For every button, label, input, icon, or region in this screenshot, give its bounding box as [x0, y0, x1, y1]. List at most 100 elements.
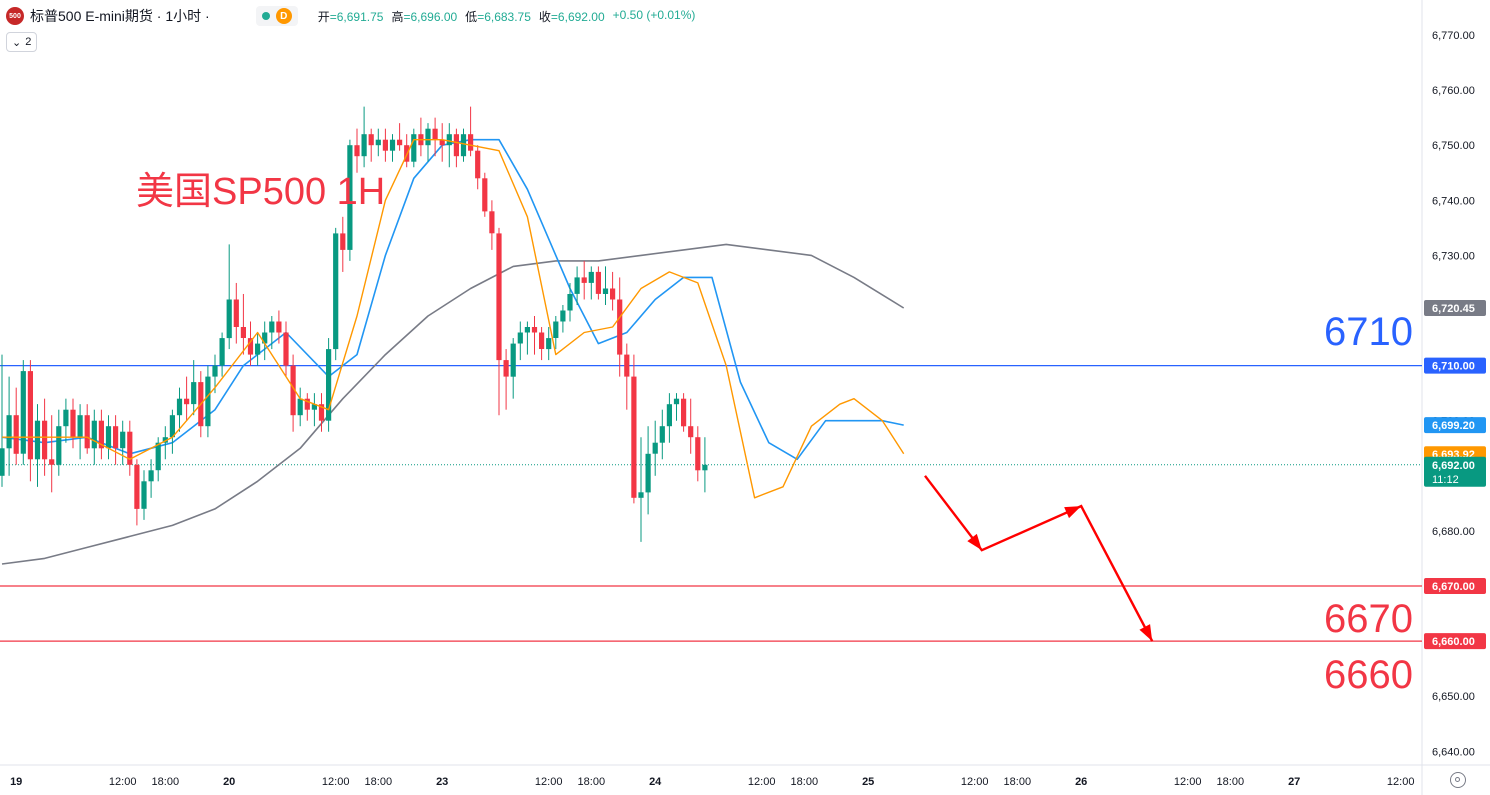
candle-body [688, 426, 694, 438]
price-label-text: 6,720.45 [1432, 303, 1475, 315]
candle-body [226, 299, 232, 339]
level-label-6660: 6660 [1324, 653, 1413, 697]
x-tick-label: 12:00 [109, 776, 137, 788]
low-label: 低 [465, 9, 478, 24]
x-tick-label: 26 [1075, 776, 1087, 788]
x-tick-label: 23 [436, 776, 448, 788]
candle-body [262, 332, 268, 344]
annotation-title: 美国SP500 1H [136, 171, 386, 213]
x-tick-label: 25 [862, 776, 874, 788]
y-tick-label: 6,760.00 [1432, 85, 1475, 97]
arrow-head-2 [1064, 506, 1082, 519]
moving-average-fast [2, 139, 905, 499]
x-tick-label: 18:00 [152, 776, 180, 788]
x-tick-label: 18:00 [791, 776, 819, 788]
candle-body [113, 426, 119, 449]
candle-body [191, 382, 197, 405]
y-tick-label: 6,650.00 [1432, 691, 1475, 703]
low-value: =6,683.75 [477, 9, 531, 24]
ohlc-readout: 开=6,691.75 高=6,696.00 低=6,683.75 收=6,692… [318, 8, 696, 25]
candle-body [546, 338, 552, 350]
candle-body [624, 354, 630, 377]
candle-body [340, 233, 346, 250]
x-tick-label: 12:00 [535, 776, 563, 788]
candle-body [354, 145, 360, 157]
y-tick-label: 6,740.00 [1432, 195, 1475, 207]
candle-body [283, 332, 289, 366]
candle-body [91, 420, 97, 449]
price-label-box [1424, 456, 1486, 487]
candle-body [34, 420, 41, 460]
close-value: =6,692.00 [550, 9, 605, 24]
x-tick-label: 24 [649, 776, 662, 788]
price-label-box [1424, 633, 1486, 650]
candle-body [539, 332, 545, 349]
candle-body [588, 271, 594, 283]
forecast-arrow-path [924, 475, 1154, 642]
price-label-box [1424, 578, 1486, 594]
candle-body [560, 310, 566, 322]
x-tick-label: 18:00 [1004, 776, 1032, 788]
candle-body [120, 431, 126, 449]
price-label-box [1424, 417, 1486, 434]
candle-body [397, 139, 403, 146]
symbol-title[interactable]: 标普500 E-mini期货 · 1小时 · [30, 8, 210, 24]
x-tick-label: 12:00 [748, 776, 776, 788]
candle-body [517, 332, 523, 344]
candle-body [361, 134, 367, 157]
chart-header: 500 标普500 E-mini期货 · 1小时 · D 开=6,691.75 … [6, 4, 695, 28]
candle-body [389, 139, 396, 151]
candle-body [127, 431, 133, 465]
candle-body [553, 321, 559, 338]
x-tick-label: 18:00 [1217, 776, 1245, 788]
candle-body [702, 464, 708, 471]
candle-body [666, 404, 672, 427]
indicators-toggle-button[interactable]: ⌄ 2 [6, 32, 38, 52]
candle-body [681, 398, 687, 427]
y-tick-label: 6,730.00 [1432, 250, 1475, 262]
candle-body [595, 271, 601, 294]
candle-body [645, 453, 651, 493]
arrow-head-1 [967, 533, 982, 551]
candle-body [496, 233, 502, 361]
candle-body [233, 299, 239, 327]
candle-body [489, 211, 495, 234]
candle-body [382, 139, 388, 151]
countdown-text: 11:12 [1432, 474, 1459, 486]
candle-body [148, 470, 154, 482]
high-value: =6,696.00 [403, 9, 458, 24]
candle-body [42, 420, 48, 460]
open-value: =6,691.75 [329, 9, 384, 24]
candle-body [255, 343, 261, 355]
candle-body [567, 294, 573, 311]
candle-body [20, 371, 26, 454]
price-label-text: 6,710.00 [1432, 361, 1475, 373]
candle-body [375, 139, 381, 146]
close-label: 收 [538, 9, 551, 24]
candle-body [673, 398, 680, 405]
price-label-box [1424, 357, 1486, 374]
candle-body [297, 398, 303, 416]
candle-body [460, 134, 467, 157]
candle-body [610, 288, 616, 300]
candle-body [631, 376, 637, 498]
candle-body [347, 145, 353, 250]
x-tick-label: 19 [10, 776, 22, 788]
candle-body [524, 327, 530, 333]
candle-body [13, 415, 19, 454]
settings-gear-icon[interactable] [1450, 772, 1466, 788]
candle-body [184, 398, 190, 405]
symbol-logo: 500 [6, 7, 24, 25]
candle-body [659, 426, 665, 443]
status-pill[interactable]: D [255, 6, 298, 26]
change-value: +0.50 (+0.01%) [612, 7, 696, 22]
arrow-head-3 [1139, 624, 1153, 642]
candle-body [169, 415, 175, 438]
candle-body [468, 134, 474, 151]
candle-body [6, 415, 12, 449]
candle-body [176, 398, 183, 416]
candle-body [290, 365, 296, 416]
candle-body [240, 327, 246, 338]
candle-body [333, 233, 339, 350]
